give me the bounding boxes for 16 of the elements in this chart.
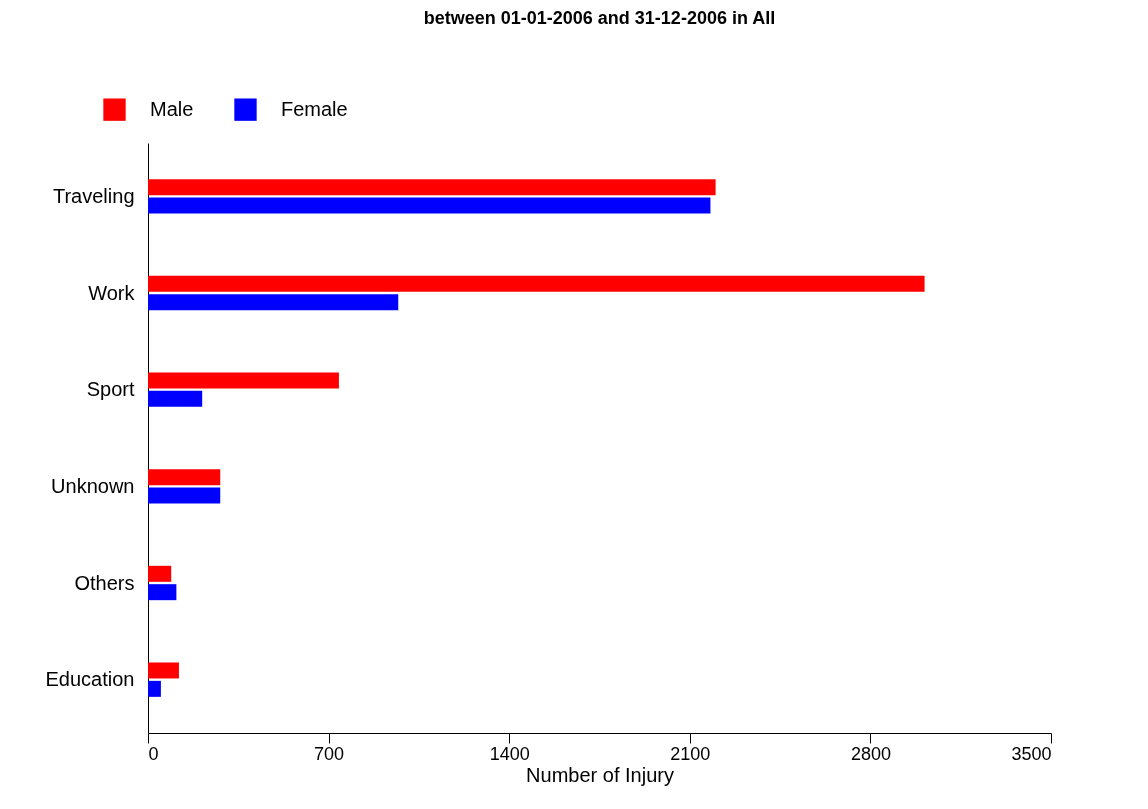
y-tick-label: Others	[74, 571, 135, 594]
y-tick-label: Traveling	[52, 184, 135, 207]
legend-label: Female	[281, 97, 348, 120]
x-tick-label: 3500	[1011, 743, 1052, 764]
chart-title: between 01-01-2006 and 31-12-2006 in All	[423, 8, 776, 28]
x-tick-label: 0	[148, 743, 159, 764]
x-axis-title: Number of Injury	[526, 763, 674, 786]
x-tick-label: 700	[314, 743, 345, 764]
y-tick-label: Unknown	[51, 474, 135, 497]
x-tick-label: 1400	[489, 743, 530, 764]
x-tick-label: 2100	[670, 743, 711, 764]
y-tick-label: Education	[45, 668, 135, 691]
y-tick-label: Sport	[86, 378, 135, 401]
y-tick-label: Work	[88, 281, 136, 304]
legend-label: Male	[150, 97, 194, 120]
x-tick-label: 2800	[850, 743, 891, 764]
